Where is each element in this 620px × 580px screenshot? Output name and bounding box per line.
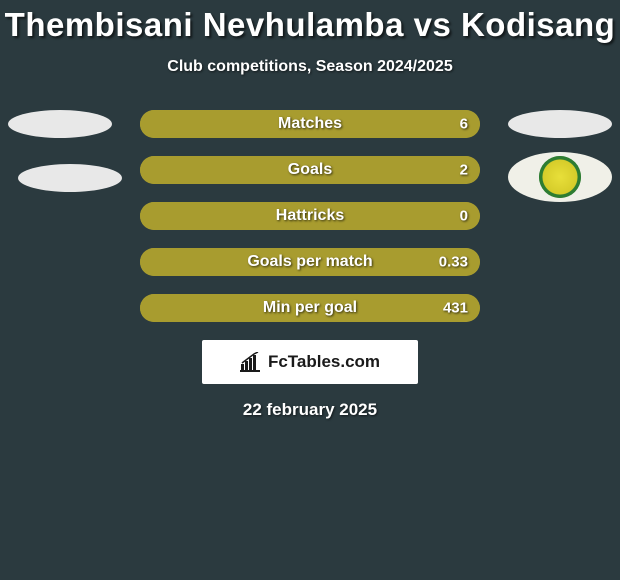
branding-badge: FcTables.com (202, 340, 418, 384)
stat-value-right: 0.33 (439, 254, 468, 271)
stat-label: Min per goal (263, 299, 357, 317)
stat-value-right: 6 (460, 116, 468, 133)
stats-area: Matches 6 Goals 2 Hattricks 0 Goals per match 0… (0, 110, 620, 322)
stat-value-right: 2 (460, 162, 468, 179)
stat-row: Hattricks 0 (0, 202, 620, 230)
stat-row: Matches 6 (0, 110, 620, 138)
stat-bar: Matches 6 (140, 110, 480, 138)
comparison-card: Thembisani Nevhulamba vs Kodisang Club c… (0, 0, 620, 420)
stat-bar: Hattricks 0 (140, 202, 480, 230)
page-title: Thembisani Nevhulamba vs Kodisang (0, 6, 620, 44)
stat-value-right: 431 (443, 300, 468, 317)
page-subtitle: Club competitions, Season 2024/2025 (0, 58, 620, 76)
branding-text: FcTables.com (268, 352, 380, 372)
stat-row: Min per goal 431 (0, 294, 620, 322)
snapshot-date: 22 february 2025 (0, 400, 620, 420)
stat-label: Goals per match (247, 253, 372, 271)
stat-value-right: 0 (460, 208, 468, 225)
stat-label: Goals (288, 161, 332, 179)
stat-bar: Goals 2 (140, 156, 480, 184)
stat-row: Goals 2 (0, 156, 620, 184)
bars-chart-icon (240, 352, 262, 372)
stat-bar: Min per goal 431 (140, 294, 480, 322)
stat-row: Goals per match 0.33 (0, 248, 620, 276)
stat-label: Hattricks (276, 207, 344, 225)
stat-bar: Goals per match 0.33 (140, 248, 480, 276)
stat-label: Matches (278, 115, 342, 133)
